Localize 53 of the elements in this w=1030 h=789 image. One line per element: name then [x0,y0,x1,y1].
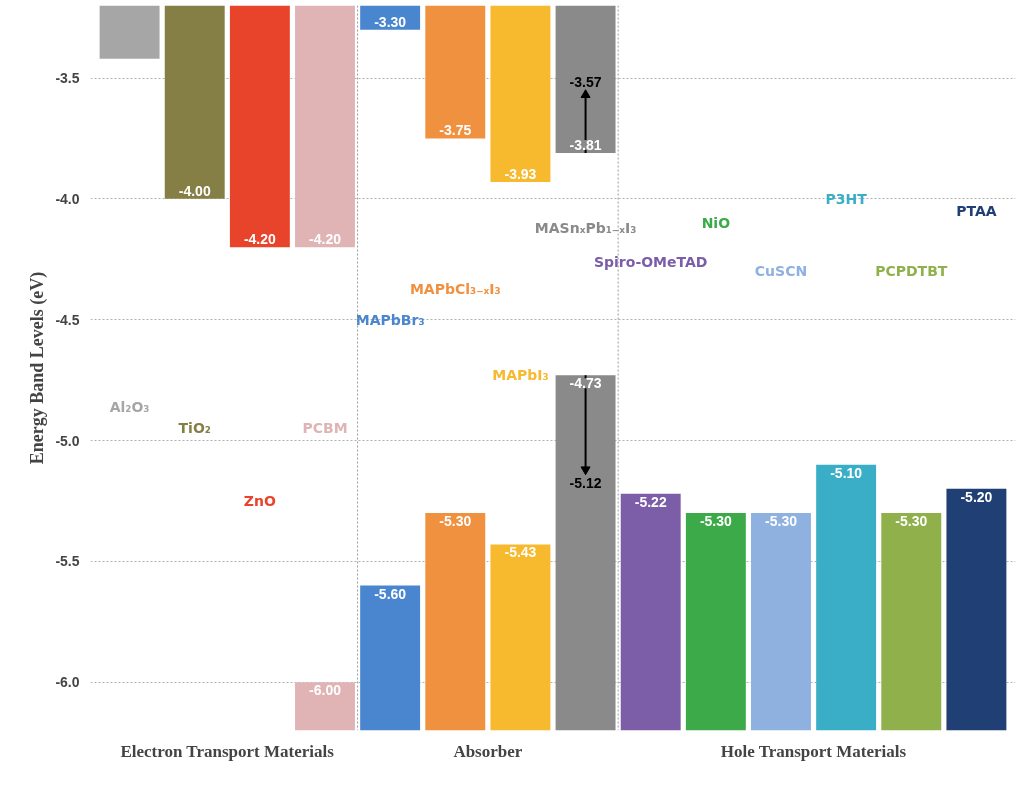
annotation: -5.12 [569,474,602,491]
y-axis-title: Energy Band Levels (eV) [27,271,49,465]
text: Absorber [453,741,523,761]
y-tick-label: -6.0 [55,674,80,691]
bar [620,493,681,731]
x-tick-label: CuSCN [754,263,808,280]
data-label: -5.43 [504,544,537,561]
data-label: -5.10 [830,464,863,481]
x-tick-label: MASnₓPb₁₋ₓI₃ [534,219,637,236]
y-tick-label: -3.5 [55,70,80,86]
bar [99,5,160,59]
data-label: -3.75 [439,122,472,139]
data-label: -3.93 [504,165,537,182]
bar [164,5,225,199]
bar [946,488,1007,731]
y-tick-label: -4.5 [55,311,80,328]
x-tick-label: NiO [701,215,731,231]
data-label: -5.30 [439,513,472,529]
data-label: -4.20 [243,231,277,248]
bar [881,513,942,731]
data-label: -4.20 [309,231,342,248]
data-label: -5.30 [765,513,798,529]
x-tick-label: PCPDTBT [875,263,948,280]
x-tick-label: MAPbCl₃₋ₓI₃ [409,281,501,298]
x-tick-label: MAPbI₃ [492,367,549,384]
data-label: -4.73 [569,375,602,392]
data-label: -5.22 [634,493,667,510]
data-label: -5.60 [374,585,407,602]
x-tick-label: Al₂O₃ [109,398,150,415]
bar [685,513,746,731]
data-label: -4.00 [178,182,211,199]
data-label: -3.30 [374,13,407,30]
data-label: -5.30 [895,513,928,529]
bar [751,513,811,731]
data-label: -5.30 [699,513,733,529]
x-tick-label: P3HT [825,190,868,207]
data-label: -5.20 [960,488,993,505]
bar [816,464,877,731]
y-tick-label: -5.0 [55,432,80,449]
x-tick-label: PCBM [302,420,348,437]
x-tick-label: MAPbBr₃ [355,311,425,328]
y-tick-label: -4.0 [55,190,80,207]
x-tick-label: PTAA [956,202,997,219]
annotation: -3.57 [569,73,602,90]
text: Hole Transport Materials [720,741,907,761]
text: Electron Transport Materials [120,741,335,761]
bar [229,5,290,248]
y-tick-label: -5.5 [55,553,80,570]
x-tick-label: Spiro-OMeTAD [593,253,708,270]
x-tick-label: TiO₂ [178,420,211,437]
data-label: -3.81 [569,136,602,153]
x-tick-label: ZnO [243,492,276,509]
data-label: -6.00 [309,682,342,699]
